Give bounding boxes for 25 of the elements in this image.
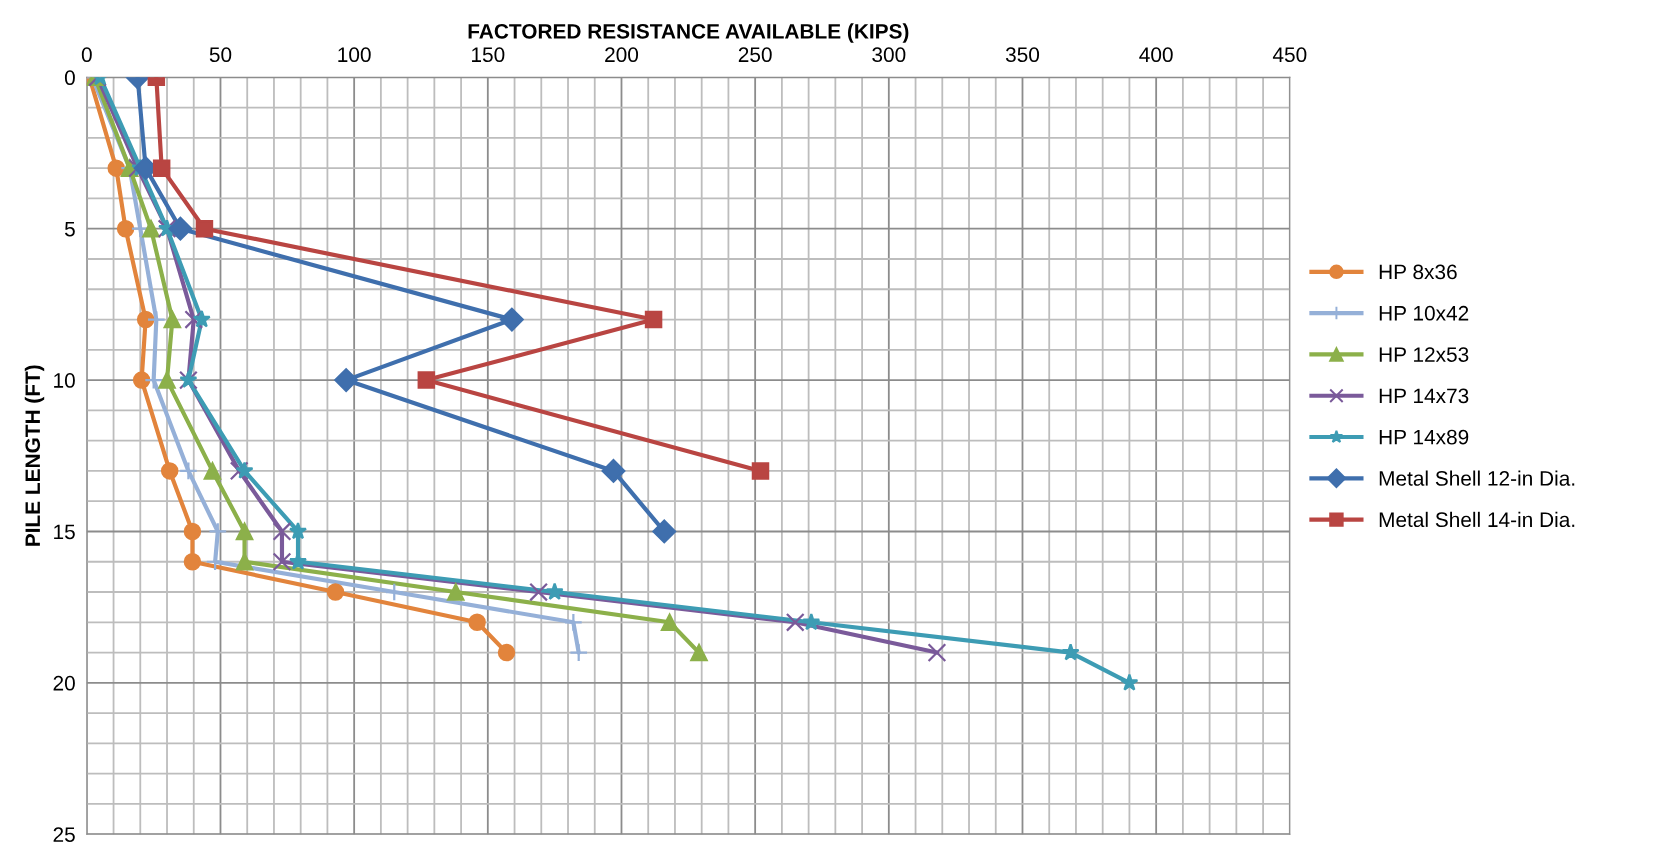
x-tick-label: 350 bbox=[1005, 47, 1040, 63]
x-tick-label: 450 bbox=[1272, 47, 1307, 63]
y-tick-label: 10 bbox=[54, 373, 75, 388]
legend-label: HP 8x36 bbox=[1379, 264, 1457, 280]
legend-label: HP 10x42 bbox=[1379, 305, 1469, 321]
y-axis-title: PILE LENGTH (FT) bbox=[24, 365, 45, 546]
y-tick-label: 20 bbox=[53, 675, 75, 691]
legend-label: Metal Shell 12-in Dia. bbox=[1379, 470, 1575, 486]
x-tick-label: 250 bbox=[738, 47, 772, 63]
y-tick-label: 15 bbox=[54, 524, 75, 540]
legend-label: HP 14x73 bbox=[1379, 388, 1469, 404]
x-tick-label: 150 bbox=[472, 47, 505, 63]
x-axis-title: FACTORED RESISTANCE AVAILABLE (KIPS) bbox=[468, 23, 909, 43]
x-tick-label: 0 bbox=[81, 47, 92, 63]
y-tick-label: 25 bbox=[53, 827, 75, 842]
x-tick-label: 50 bbox=[209, 47, 232, 63]
x-tick-label: 100 bbox=[338, 47, 371, 63]
x-tick-label: 300 bbox=[872, 47, 906, 63]
legend-label: HP 14x89 bbox=[1379, 429, 1469, 445]
legend-label: Metal Shell 14-in Dia. bbox=[1379, 511, 1575, 528]
x-tick-label: 400 bbox=[1139, 47, 1173, 63]
legend-label: HP 12x53 bbox=[1379, 347, 1469, 362]
x-tick-label: 200 bbox=[605, 47, 639, 63]
y-tick-label: 5 bbox=[64, 221, 75, 237]
y-tick-label: 0 bbox=[64, 70, 75, 86]
